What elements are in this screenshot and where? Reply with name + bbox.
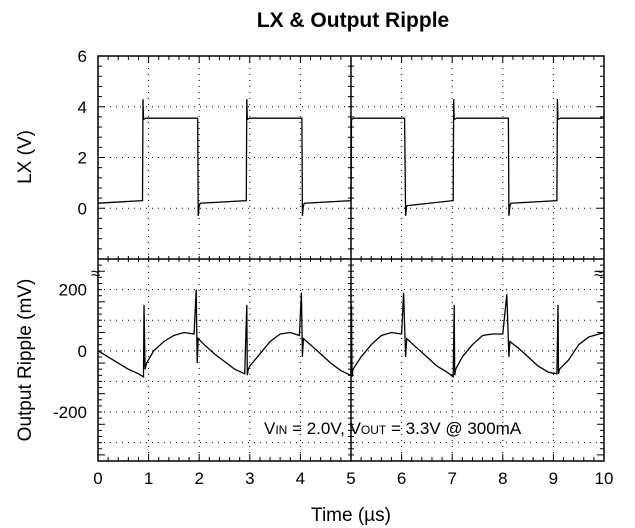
x-tick-label: 2 bbox=[194, 469, 203, 488]
axis-break-left: ≈ bbox=[91, 264, 100, 283]
chart-title: LX & Output Ripple bbox=[257, 9, 449, 32]
x-tick-label: 8 bbox=[498, 469, 507, 488]
x-tick-labels: 0 1 2 3 4 5 6 7 8 9 10 bbox=[93, 469, 613, 488]
lx-y-tick-label: 2 bbox=[78, 149, 87, 168]
ripple-y-axis-label: Output Ripple (mV) bbox=[15, 279, 36, 442]
lx-y-tick-label: 4 bbox=[78, 98, 87, 117]
lx-y-tick-label: 6 bbox=[78, 47, 87, 66]
ripple-y-tick-labels: 200 0 -200 bbox=[53, 281, 87, 422]
lx-y-tick-labels: 6 4 2 0 bbox=[78, 47, 87, 218]
x-tick-label: 3 bbox=[245, 469, 254, 488]
ripple-y-tick-label: -200 bbox=[53, 403, 87, 422]
x-tick-label: 9 bbox=[549, 469, 558, 488]
lx-series-line bbox=[97, 99, 604, 216]
x-tick-label: 5 bbox=[346, 469, 355, 488]
ripple-y-tick-label: 200 bbox=[59, 281, 87, 300]
x-tick-label: 10 bbox=[595, 469, 614, 488]
ripple-y-tick-label: 0 bbox=[78, 342, 87, 361]
x-tick-label: 0 bbox=[93, 469, 102, 488]
x-axis-label: Time (µs) bbox=[311, 505, 391, 526]
lx-y-axis-label: LX (V) bbox=[15, 130, 36, 184]
x-tick-label: 4 bbox=[296, 469, 305, 488]
x-tick-label: 7 bbox=[447, 469, 456, 488]
x-tick-label: 1 bbox=[144, 469, 153, 488]
condition-annotation: VIN = 2.0V, VOUT = 3.3V @ 300mA bbox=[264, 419, 522, 438]
lx-y-tick-label: 0 bbox=[78, 199, 87, 218]
ripple-series-line bbox=[97, 289, 605, 379]
axis-break-right: ≈ bbox=[594, 264, 603, 283]
x-tick-label: 6 bbox=[397, 469, 406, 488]
